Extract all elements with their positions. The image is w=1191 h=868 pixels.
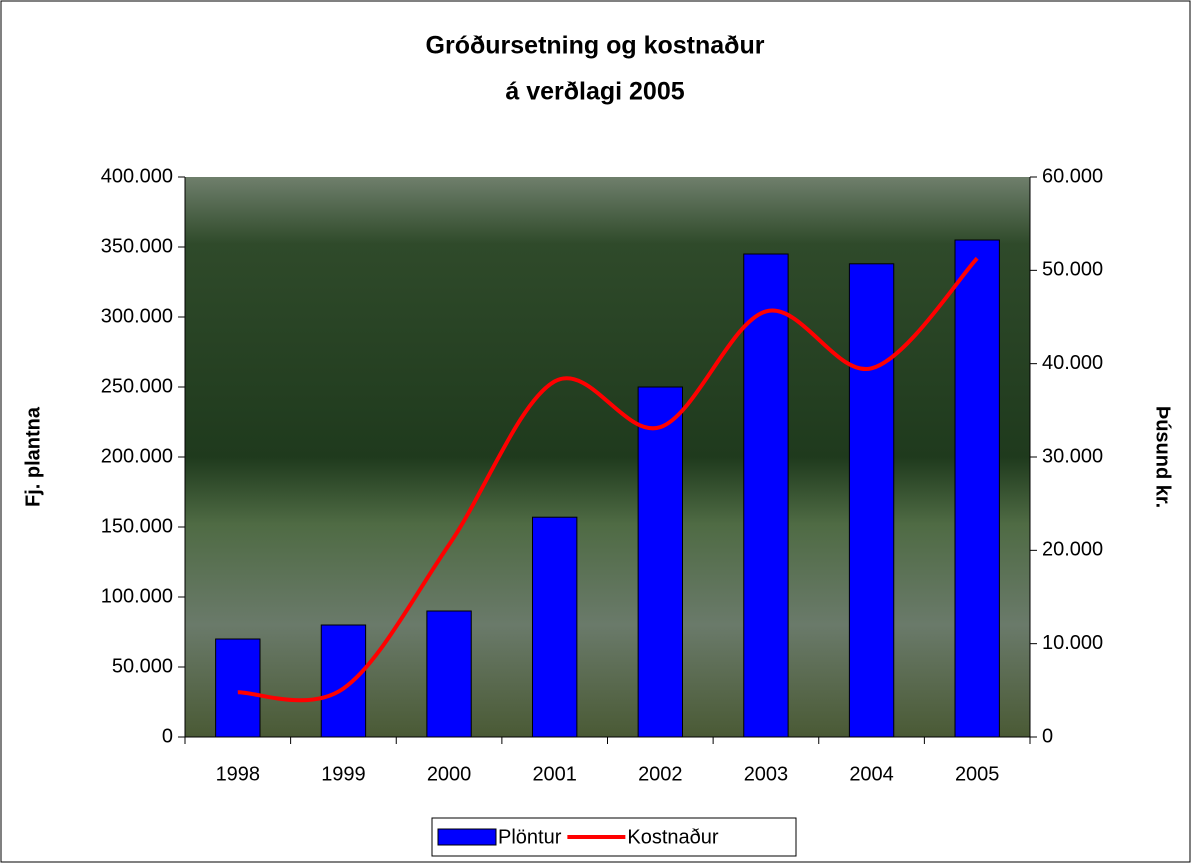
y2-tick-label: 50.000 bbox=[1042, 259, 1103, 281]
y-tick-label: 200.000 bbox=[101, 445, 173, 467]
y2-tick-label: 10.000 bbox=[1042, 632, 1103, 654]
x-tick-label: 1999 bbox=[321, 763, 366, 785]
x-tick-label: 1998 bbox=[216, 763, 261, 785]
y-tick-label: 300.000 bbox=[101, 305, 173, 327]
y-tick-label: 100.000 bbox=[101, 585, 173, 607]
y-tick-label: 0 bbox=[162, 725, 173, 747]
bar bbox=[320, 624, 367, 738]
y2-tick-label: 0 bbox=[1042, 725, 1053, 747]
legend-label: Plöntur bbox=[498, 826, 562, 848]
y-tick-label: 400.000 bbox=[101, 165, 173, 187]
legend-swatch bbox=[437, 828, 497, 846]
bar bbox=[743, 253, 789, 738]
chart-title: á verðlagi 2005 bbox=[505, 78, 684, 106]
y-tick-label: 250.000 bbox=[101, 375, 173, 397]
bar bbox=[426, 610, 472, 738]
line bbox=[237, 256, 979, 703]
x-tick-label: 2002 bbox=[638, 763, 683, 785]
y-tick-label: 150.000 bbox=[101, 515, 173, 537]
bar bbox=[848, 263, 895, 738]
legend-label: Kostnaður bbox=[627, 826, 719, 848]
y2-tick-label: 40.000 bbox=[1042, 352, 1103, 374]
y2-tick-label: 60.000 bbox=[1042, 165, 1103, 187]
chart-title: Gróðursetning og kostnaður bbox=[426, 32, 765, 60]
y-tick-label: 350.000 bbox=[101, 235, 173, 257]
bar bbox=[954, 239, 1000, 738]
bar bbox=[215, 638, 261, 738]
y2-axis-title: Þúsund kr. bbox=[1152, 406, 1174, 508]
x-tick-label: 2005 bbox=[955, 763, 1000, 785]
x-tick-label: 2000 bbox=[427, 763, 472, 785]
y-tick-label: 50.000 bbox=[112, 655, 173, 677]
bar bbox=[637, 386, 683, 738]
x-tick-label: 2004 bbox=[849, 763, 894, 785]
x-tick-label: 2003 bbox=[744, 763, 789, 785]
plot-background bbox=[185, 177, 1030, 737]
y2-tick-label: 30.000 bbox=[1042, 445, 1103, 467]
bar bbox=[532, 516, 578, 738]
x-tick-label: 2001 bbox=[532, 763, 577, 785]
y-axis-title: Fj. plantna bbox=[22, 406, 44, 507]
y2-tick-label: 20.000 bbox=[1042, 539, 1103, 561]
